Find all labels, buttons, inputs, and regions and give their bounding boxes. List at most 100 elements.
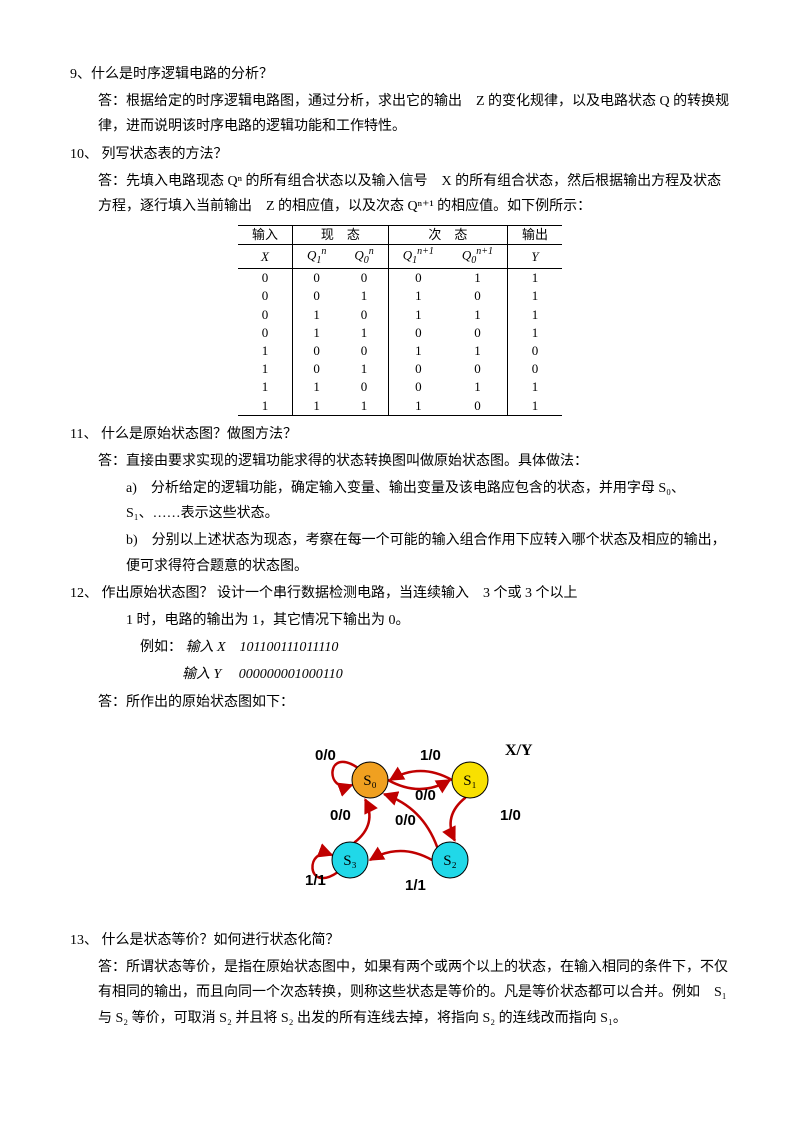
table-cell: 0 [448,360,508,378]
table-cell: 0 [340,342,388,360]
q11-title: 11、 什么是原始状态图？做图方法？ [70,422,730,447]
table-row: 101000 [238,360,562,378]
table-cell: 0 [238,269,293,288]
sub-y: Y [531,249,538,264]
q11-answer: 答：直接由要求实现的逻辑功能求得的状态转换图叫做原始状态图。具体做法： [70,449,730,474]
edge [390,771,452,780]
table-cell: 1 [292,324,340,342]
table-cell: 0 [340,269,388,288]
edge-label: 0/0 [315,747,336,764]
q10-answer: 答：先填入电路现态 Qⁿ 的所有组合状态以及输入信号 X 的所有组合状态，然后根… [70,169,730,219]
edge-label: 1/1 [405,877,426,894]
table-cell: 1 [508,324,563,342]
table-cell: 0 [388,360,448,378]
table-row: 011001 [238,324,562,342]
th-current: 现 态 [292,226,388,245]
table-cell: 1 [508,397,563,416]
ex-label: 例如： [140,640,182,655]
table-subhead: X Q1n Q0n Q1n+1 Q0n+1 Y [238,245,562,269]
th-input: 输入 [238,226,293,245]
edge [354,799,369,842]
table-cell: 0 [292,287,340,305]
table-row: 111101 [238,397,562,416]
table-row: 010111 [238,306,562,324]
edge-label: 1/0 [500,807,521,824]
table-cell: 1 [388,287,448,305]
table-cell: 1 [238,378,293,396]
q9-title: 9、什么是时序逻辑电路的分析？ [70,62,730,87]
table-cell: 0 [292,360,340,378]
table-cell: 0 [292,269,340,288]
table-cell: 1 [508,306,563,324]
edge [451,797,466,840]
q13-title: 13、 什么是状态等价？如何进行状态化简？ [70,928,730,953]
table-cell: 1 [448,378,508,396]
table-cell: 1 [448,306,508,324]
table-cell: 0 [448,324,508,342]
state-node-label: S₃ [343,853,357,869]
table-cell: 1 [292,306,340,324]
edge-label: 1/0 [420,747,441,764]
table-cell: 1 [340,397,388,416]
q12-title-line2: 1 时，电路的输出为 1，其它情况下输出为 0。 [70,608,730,633]
xy-label: X/Y [505,742,533,759]
table-cell: 0 [388,324,448,342]
ex-input-y: 输入 Y 000000001000110 [70,662,730,687]
table-cell: 1 [388,342,448,360]
table-cell: 1 [508,287,563,305]
q10-title: 10、 列写状态表的方法？ [70,142,730,167]
table-cell: 0 [340,306,388,324]
table-cell: 1 [292,378,340,396]
table-cell: 0 [388,269,448,288]
table-cell: 0 [448,397,508,416]
q11-item-a: a) 分析给定的逻辑功能，确定输入变量、输出变量及该电路应包含的状态，并用字母 … [70,476,730,526]
table-cell: 1 [238,342,293,360]
state-node-label: S₀ [363,773,377,789]
table-cell: 1 [340,324,388,342]
table-cell: 1 [448,342,508,360]
edge-label: 1/1 [305,872,326,889]
table-cell: 0 [238,306,293,324]
state-diagram-wrap: 0/0 1/0 0/0 1/0 0/0 1/1 0/0 1/1 S₀ S₁ S₂ S₃ X/Y [70,725,730,924]
table-cell: 0 [388,378,448,396]
table-row: 100110 [238,342,562,360]
table-cell: 0 [508,342,563,360]
q12-example: 例如： 输入 X 101100111011110 [70,635,730,660]
q12-answer: 答：所作出的原始状态图如下： [70,690,730,715]
table-cell: 0 [238,287,293,305]
state-node-label: S₁ [463,773,477,789]
table-cell: 1 [388,397,448,416]
table-cell: 1 [388,306,448,324]
table-cell: 1 [292,397,340,416]
table-cell: 1 [238,397,293,416]
sub-x: X [261,249,269,264]
table-row: 001101 [238,287,562,305]
table-cell: 1 [238,360,293,378]
table-cell: 0 [238,324,293,342]
q12-title-line1: 12、 作出原始状态图？ 设计一个串行数据检测电路，当连续输入 3 个或 3 个… [70,581,730,606]
th-output: 输出 [508,226,563,245]
table-cell: 1 [448,269,508,288]
edge-label: 0/0 [415,787,436,804]
table-cell: 1 [340,360,388,378]
table-cell: 1 [508,378,563,396]
table-cell: 0 [508,360,563,378]
table-row: 110011 [238,378,562,396]
edge-label: 0/0 [395,812,416,829]
edge-label: 0/0 [330,807,351,824]
q9-answer: 答：根据给定的时序逻辑电路图，通过分析，求出它的输出 Z 的变化规律，以及电路状… [70,89,730,139]
table-cell: 0 [340,378,388,396]
q11-item-b: b) 分别以上述状态为现态，考察在每一个可能的输入组合作用下应转入哪个状态及相应… [70,528,730,578]
table-cell: 0 [448,287,508,305]
state-node-label: S₂ [443,853,457,869]
table-cell: 1 [340,287,388,305]
state-table: 输入 现 态 次 态 输出 X Q1n Q0n Q1n+1 Q0n+1 Y 00… [238,225,562,416]
edge [370,851,432,860]
table-cell: 1 [508,269,563,288]
state-diagram: 0/0 1/0 0/0 1/0 0/0 1/1 0/0 1/1 S₀ S₁ S₂ S₃ X/Y [240,725,560,915]
q13-answer: 答：所谓状态等价，是指在原始状态图中，如果有两个或两个以上的状态，在输入相同的条… [70,955,730,1031]
ex-input-x: 输入 X 101100111011110 [186,640,339,655]
table-cell: 0 [292,342,340,360]
th-next: 次 态 [388,226,507,245]
table-row: 000011 [238,269,562,288]
